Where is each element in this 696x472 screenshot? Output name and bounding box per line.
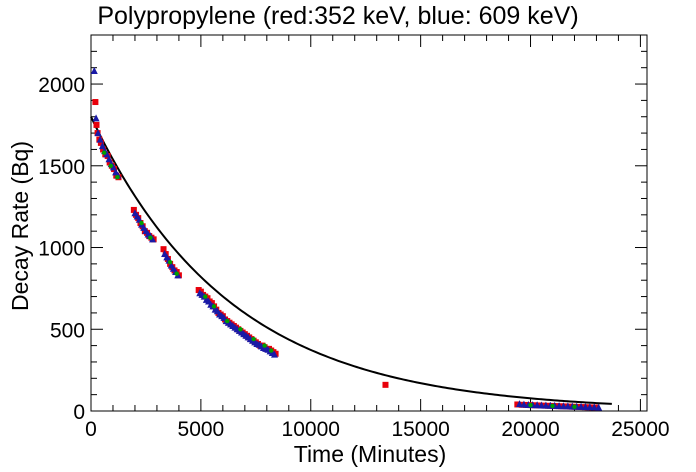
data-point-series-2 <box>139 220 144 226</box>
data-point-series-1 <box>542 401 550 409</box>
data-point-series-1 <box>149 235 157 243</box>
data-point-series-0 <box>97 139 104 146</box>
data-point-series-0 <box>553 403 560 410</box>
chart-title: Polypropylene (red:352 keV, blue: 609 ke… <box>97 2 578 30</box>
data-point-series-0 <box>531 402 538 409</box>
y-axis-title: Decay Rate (Bq) <box>7 141 33 311</box>
data-point-series-1 <box>577 402 585 410</box>
data-point-series-1 <box>92 114 100 122</box>
data-point-series-2 <box>528 402 533 408</box>
data-point-series-1 <box>109 163 117 171</box>
data-point-series-2 <box>225 318 230 324</box>
data-point-series-1 <box>271 350 279 358</box>
data-point-series-1 <box>538 401 546 409</box>
data-point-series-2 <box>572 404 577 409</box>
x-axis-title: Time (Minutes) <box>294 441 447 467</box>
data-point-series-0 <box>558 403 565 410</box>
data-point-series-0 <box>540 402 547 409</box>
data-point-series-1 <box>103 150 111 158</box>
fit-curve <box>90 116 612 405</box>
data-point-series-2 <box>550 403 555 409</box>
data-point-series-0 <box>130 206 137 213</box>
data-point-series-0 <box>575 403 582 410</box>
data-point-series-2 <box>108 163 113 168</box>
data-point-series-1 <box>564 402 572 410</box>
x-tick-label: 0 <box>85 418 97 441</box>
data-point-series-2 <box>115 175 120 180</box>
y-tick-label: 1500 <box>38 156 85 179</box>
data-point-series-1 <box>94 129 102 137</box>
data-point-series-0 <box>580 404 587 411</box>
x-tick-label: 15000 <box>391 418 449 441</box>
data-point-series-0 <box>514 401 521 408</box>
data-point-series-1 <box>516 400 524 408</box>
y-tick-label: 500 <box>50 319 85 342</box>
data-point-series-1 <box>555 402 563 410</box>
y-tick-label: 2000 <box>38 74 85 97</box>
data-point-series-0 <box>382 381 389 388</box>
y-tick-label: 1000 <box>38 238 85 261</box>
data-point-series-1 <box>586 403 594 411</box>
data-point-series-2 <box>148 235 153 240</box>
data-point-series-1 <box>98 142 106 150</box>
data-point-series-1 <box>105 155 113 163</box>
data-point-series-2 <box>203 294 208 299</box>
data-point-series-2 <box>211 304 217 309</box>
data-point-series-0 <box>523 401 530 408</box>
data-point-series-1 <box>96 135 104 143</box>
data-point-series-2 <box>251 336 256 342</box>
data-point-series-0 <box>593 404 600 411</box>
data-point-series-0 <box>100 146 107 153</box>
data-point-series-0 <box>93 121 100 128</box>
data-point-series-0 <box>584 404 591 411</box>
y-tick-label: 0 <box>73 401 85 424</box>
data-point-series-1 <box>590 403 598 411</box>
axis-ticks <box>90 34 647 412</box>
data-point-series-2 <box>101 150 107 155</box>
data-point-series-1 <box>520 400 528 408</box>
x-tick-label: 5000 <box>178 418 225 441</box>
data-point-series-0 <box>106 159 113 166</box>
data-point-series-0 <box>545 402 552 409</box>
data-point-series-1 <box>581 403 589 411</box>
data-point-series-2 <box>269 348 274 353</box>
x-tick-label: 25000 <box>611 418 669 441</box>
data-point-series-0 <box>589 404 596 411</box>
data-point-series-2 <box>167 260 173 265</box>
data-point-series-2 <box>262 343 267 348</box>
data-point-series-2 <box>238 327 243 332</box>
axis-tick-labels: 0 5000 10000 15000 20000 25000 0 500 1000 1500 200… <box>38 74 669 441</box>
data-point-series-1 <box>90 66 98 74</box>
x-tick-label: 20000 <box>501 418 559 441</box>
plot-frame <box>90 34 648 412</box>
data-point-series-0 <box>92 99 99 106</box>
data-point-series-1 <box>595 403 603 411</box>
data-point-series-1 <box>559 402 567 410</box>
data-points <box>90 66 603 411</box>
data-point-series-2 <box>174 271 179 276</box>
data-point-series-0 <box>562 403 569 410</box>
data-point-series-0 <box>567 403 574 410</box>
data-point-series-1 <box>533 401 541 409</box>
data-point-series-0 <box>536 402 543 409</box>
x-tick-label: 10000 <box>282 418 340 441</box>
data-point-series-0 <box>160 246 167 253</box>
